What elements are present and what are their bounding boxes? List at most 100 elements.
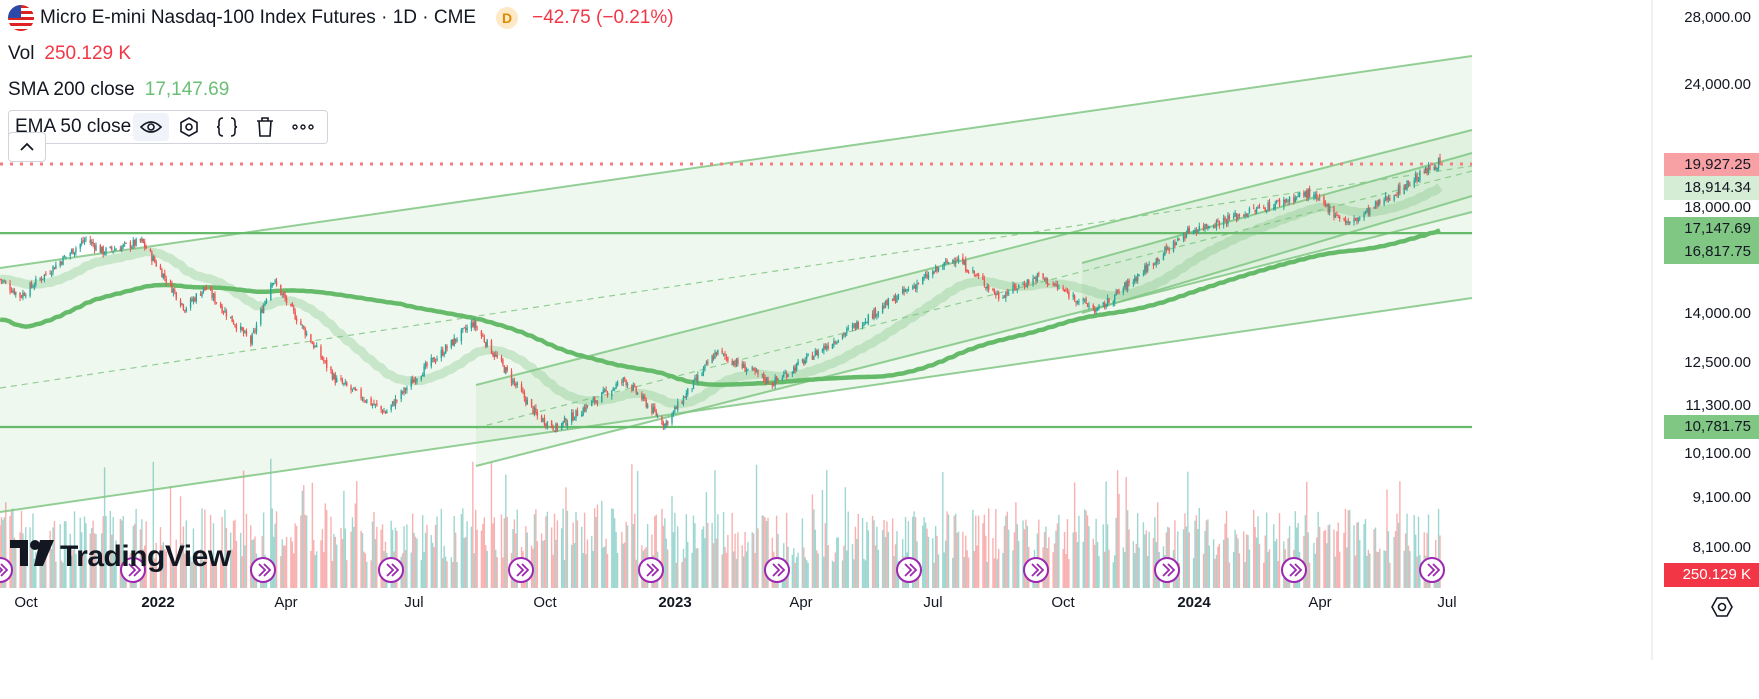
candle-body [1316, 194, 1318, 199]
delay-badge[interactable]: D [496, 7, 519, 29]
volume-bar [655, 514, 657, 588]
candle-body [2, 280, 4, 282]
tradingview-logo[interactable]: TradingView [10, 540, 231, 574]
volume-bar [646, 524, 649, 588]
candle-body [727, 357, 729, 361]
volume-bar [763, 516, 765, 588]
volume-bar [836, 537, 838, 588]
volume-bar [661, 508, 663, 588]
volume-bar [1147, 556, 1149, 588]
volume-bar [615, 531, 617, 588]
volume-bar [102, 516, 104, 588]
volume-bar [1065, 553, 1067, 588]
candle-body [817, 350, 819, 357]
candle-body [963, 261, 965, 265]
trash-icon[interactable] [247, 113, 283, 141]
candle-body [224, 310, 226, 313]
volume-bar [466, 521, 468, 588]
volume-bar [583, 512, 586, 588]
channel-fill-large [0, 56, 1472, 512]
price-tick-label: 14,000.00 [1684, 305, 1751, 322]
eye-icon[interactable] [133, 112, 170, 141]
time-tick-label: 2024 [1177, 594, 1211, 611]
settings-icon[interactable] [171, 113, 207, 141]
candle-body [1177, 237, 1179, 242]
candle-body [356, 389, 358, 391]
candle-body [883, 306, 885, 309]
volume-bar [867, 530, 869, 588]
candle-body [42, 278, 44, 280]
volume-bar [1237, 538, 1239, 588]
volume-bar [1363, 523, 1365, 588]
volume-bar [571, 544, 573, 588]
volume-bar [304, 514, 306, 588]
candle-body [785, 373, 788, 378]
volume-bar [816, 550, 818, 588]
volume-bar [205, 558, 208, 588]
volume-price-label: 250.129 K [1664, 563, 1759, 587]
volume-bar [53, 520, 56, 588]
volume-bar [1013, 532, 1016, 588]
event-marker-arrow [516, 563, 530, 577]
volume-bar [414, 536, 417, 588]
candle-body [1293, 196, 1295, 203]
candle-body [1404, 184, 1407, 190]
candle-body [986, 286, 988, 289]
volume-bar [671, 496, 673, 588]
candle-body [1003, 296, 1006, 298]
candle-body [391, 401, 394, 405]
volume-bar [185, 520, 187, 588]
chart-settings-icon[interactable] [1711, 596, 1733, 624]
candle-body [764, 378, 766, 383]
candle-body [55, 264, 57, 269]
volume-bar [987, 508, 990, 588]
source-code-icon[interactable] [209, 113, 245, 141]
ema-row[interactable]: EMA 50 close [8, 109, 329, 144]
volume-bar [737, 532, 739, 588]
volume-bar [972, 509, 974, 588]
candle-body [711, 355, 713, 364]
price-change: −42.75 (−0.21%) [532, 7, 674, 28]
candle-body [1393, 195, 1395, 201]
volume-bar [1294, 511, 1296, 588]
volume-bar [1022, 520, 1024, 588]
candle-body [401, 391, 404, 394]
volume-bar [109, 510, 112, 588]
candle-body [1337, 217, 1339, 219]
candle-body [1055, 284, 1057, 286]
candle-body [89, 239, 91, 243]
volume-bar [274, 523, 276, 588]
more-icon[interactable] [285, 113, 321, 141]
volume-bar [2, 519, 4, 588]
candle-body [272, 282, 275, 284]
candle-body [1234, 212, 1236, 217]
volume-bar [1356, 522, 1358, 588]
candle-body [781, 377, 784, 381]
collapse-legend-button[interactable] [8, 132, 46, 162]
candle-body [192, 298, 195, 302]
candle-body [1397, 186, 1400, 196]
candle-body [65, 256, 67, 258]
candle-body [446, 346, 448, 349]
volume-bar [1336, 531, 1338, 588]
candle-body [10, 290, 13, 293]
volume-bar [460, 514, 463, 588]
candle-body [1278, 199, 1281, 206]
candle-body [907, 289, 910, 291]
sma-row[interactable]: SMA 200 close 17,147.69 [8, 72, 674, 108]
candle-body [1035, 276, 1037, 282]
volume-bar [334, 536, 336, 588]
candle-body [1076, 301, 1079, 304]
volume-bars [0, 458, 1441, 588]
symbol-title[interactable]: Micro E-mini Nasdaq-100 Index Futures · … [40, 7, 477, 28]
candle-body [1185, 234, 1188, 238]
volume-bar [1025, 519, 1027, 588]
event-marker-icon [1281, 557, 1307, 583]
volume-row[interactable]: Vol 250.129 K [8, 36, 674, 72]
candle-body [1212, 227, 1215, 229]
candle-body [596, 401, 599, 404]
volume-bar [1062, 549, 1064, 588]
volume-bar [1308, 562, 1311, 588]
volume-bar [152, 461, 155, 588]
